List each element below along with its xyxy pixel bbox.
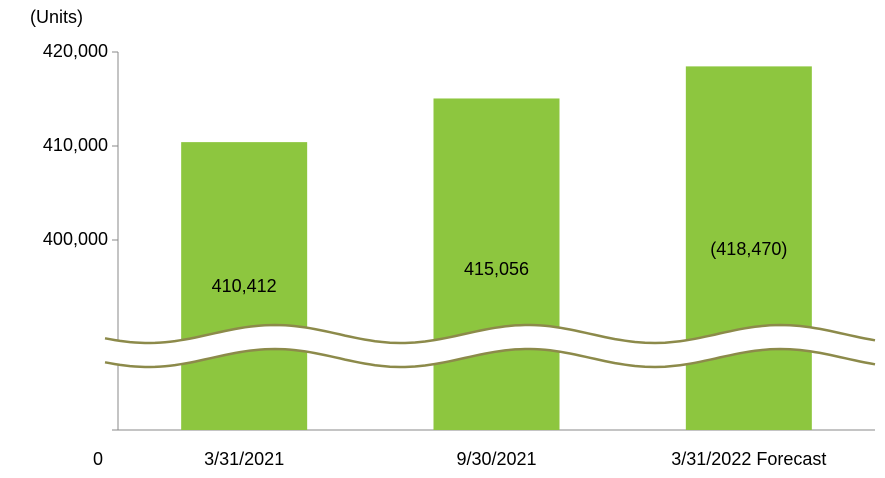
axis-break-line bbox=[104, 347, 876, 369]
value-label: 415,056 bbox=[464, 259, 529, 279]
y-tick-label: 420,000 bbox=[43, 41, 108, 61]
x-tick-label: 9/30/2021 bbox=[456, 449, 536, 469]
y-unit-label: (Units) bbox=[30, 7, 83, 27]
axis-break-line bbox=[104, 323, 876, 345]
y-tick-label: 0 bbox=[93, 449, 103, 469]
bar bbox=[181, 142, 308, 430]
bar bbox=[433, 98, 560, 430]
y-tick-label: 410,000 bbox=[43, 135, 108, 155]
value-label: 410,412 bbox=[212, 276, 277, 296]
bar bbox=[685, 66, 812, 430]
x-tick-label: 3/31/2022 Forecast bbox=[671, 449, 826, 469]
value-label: (418,470) bbox=[710, 239, 787, 259]
axis-break-fill bbox=[105, 325, 875, 367]
y-tick-label: 400,000 bbox=[43, 229, 108, 249]
x-tick-label: 3/31/2021 bbox=[204, 449, 284, 469]
